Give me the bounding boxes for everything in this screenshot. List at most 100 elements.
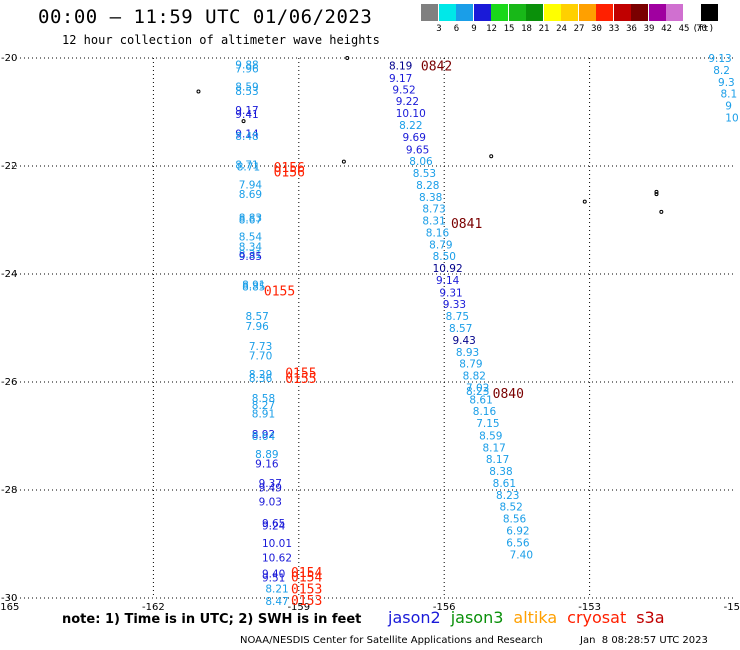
legend-swatch: [526, 4, 543, 21]
x-tick-label: -159: [287, 602, 310, 613]
wave-height-value: 8.1: [720, 89, 737, 101]
wave-height-value: 10.92: [433, 263, 463, 275]
wave-height-value: 9.17: [235, 105, 258, 117]
wave-height-value: 8.71: [235, 159, 258, 171]
wave-height-value: 8.64: [252, 431, 276, 443]
legend-swatch: [701, 4, 718, 21]
pass-time-label: 0153: [291, 582, 322, 597]
wave-height-value: 8.34: [239, 241, 263, 253]
legend-label: 27: [573, 24, 585, 34]
wave-height-value: 6.56: [506, 537, 530, 549]
wave-height-value: 7.73: [249, 341, 272, 353]
wave-height-value: 9.3: [718, 77, 735, 89]
wave-height-value: 9: [725, 101, 732, 113]
legend-label: 45: [678, 24, 690, 34]
wave-height-value: 9.51: [262, 572, 285, 584]
wave-height-value: 8.91: [242, 279, 265, 291]
wave-height-value: 9.16: [255, 459, 279, 471]
pass-time-label: 0156: [274, 165, 305, 180]
wave-height-value: 8.75: [446, 311, 469, 323]
wave-height-value: 8.89: [255, 449, 278, 461]
legend-unit: (ft): [692, 24, 715, 34]
legend-label: 12: [486, 24, 497, 34]
legend-swatch: [648, 4, 666, 21]
wave-height-value: 7.96: [245, 321, 269, 333]
legend-swatch: [508, 4, 526, 21]
island-dot: [489, 154, 494, 159]
y-tick-label: -20: [1, 53, 17, 64]
y-tick-label: -26: [1, 377, 17, 388]
wave-height-value: 9.65: [406, 144, 429, 156]
wave-height-value: 9.33: [443, 299, 466, 311]
wave-height-value: 8.27: [252, 400, 275, 412]
wave-height-value: 8.69: [239, 189, 262, 201]
y-tick-label: -28: [1, 485, 17, 496]
x-tick-label: -150: [724, 602, 740, 613]
pass-time-label: 0153: [291, 594, 322, 609]
legend-swatch: [596, 4, 613, 21]
legend-label: 42: [661, 24, 672, 34]
wave-height-value: 9.17: [389, 73, 412, 85]
wave-height-value: 8.93: [456, 347, 479, 359]
footer-note: note: 1) Time is in UTC; 2) SWH is in fe…: [62, 612, 362, 627]
wave-height-value: 8.06: [409, 156, 433, 168]
wave-height-value: 8.83: [239, 212, 262, 224]
wave-height-value: 8.67: [239, 214, 262, 226]
legend-swatch: [456, 4, 473, 21]
wave-height-value: 8.73: [422, 204, 445, 216]
legend-label: 21: [538, 24, 550, 34]
legend-label: 15: [503, 24, 515, 34]
wave-height-value: 9.85: [239, 251, 262, 263]
wave-height-value: 8.85: [242, 281, 265, 293]
legend-swatch: [438, 4, 456, 21]
pass-time-label: 0155: [285, 366, 316, 381]
wave-height-value: 6.92: [506, 526, 529, 538]
mission-jason2: jason2: [388, 608, 441, 627]
island-dot: [345, 56, 350, 60]
generation-timestamp: Jan 8 08:28:57 UTC 2023: [580, 635, 708, 646]
pass-time-label: 0155: [285, 372, 316, 387]
x-tick-label: -153: [578, 602, 601, 613]
wave-height-value: 9.03: [259, 496, 282, 508]
legend-swatch: [543, 4, 561, 21]
wave-height-value: 8.21: [265, 583, 288, 595]
pass-time-label: 0154: [291, 570, 322, 585]
pass-time-label: 0840: [493, 387, 524, 402]
wave-height-value: 8.23: [466, 386, 489, 398]
legend-swatch: [631, 4, 648, 21]
y-tick-label: -24: [1, 269, 17, 280]
wave-height-value: 8.52: [499, 502, 522, 514]
chart-subtitle: 12 hour collection of altimeter wave hei…: [62, 33, 380, 47]
wave-height-value: 10: [725, 112, 738, 124]
legend-swatch: [613, 4, 631, 21]
wave-height-value: 8.38: [489, 466, 512, 478]
legend-swatch: [578, 4, 596, 21]
legend-label: 24: [556, 24, 567, 34]
x-tick-label: -156: [433, 602, 456, 613]
wave-height-value: 8.79: [459, 359, 482, 371]
island-dot: [659, 209, 664, 214]
wave-height-value: 9.40: [262, 569, 285, 581]
wave-height-value: 8.59: [235, 82, 258, 94]
mission-jason3: jason3: [450, 608, 504, 627]
legend-label: 18: [521, 24, 532, 34]
wave-height-value: 7.70: [249, 351, 272, 363]
legend-swatch: [491, 4, 508, 21]
island-dot: [196, 89, 201, 94]
x-tick-label: -165: [0, 602, 19, 613]
wave-height-value: 8.59: [479, 430, 502, 442]
x-tick-label: -162: [142, 602, 165, 613]
wave-height-value: 8.61: [493, 478, 516, 490]
wave-height-value: 8.54: [239, 232, 263, 244]
wave-height-value: 8.38: [419, 192, 442, 204]
wave-height-value: 7.02: [466, 382, 489, 394]
wave-height-value: 8.23: [496, 490, 519, 502]
pass-time-label: 0842: [421, 60, 452, 75]
wave-height-value: 8.71: [237, 162, 260, 174]
credit-line: NOAA/NESDIS Center for Satellite Applica…: [240, 635, 543, 646]
wave-height-value: 8.92: [252, 429, 275, 441]
mission-altika: altika: [513, 608, 558, 627]
y-tick-label: -22: [1, 161, 17, 172]
wave-height-value: 9.14: [235, 129, 259, 141]
